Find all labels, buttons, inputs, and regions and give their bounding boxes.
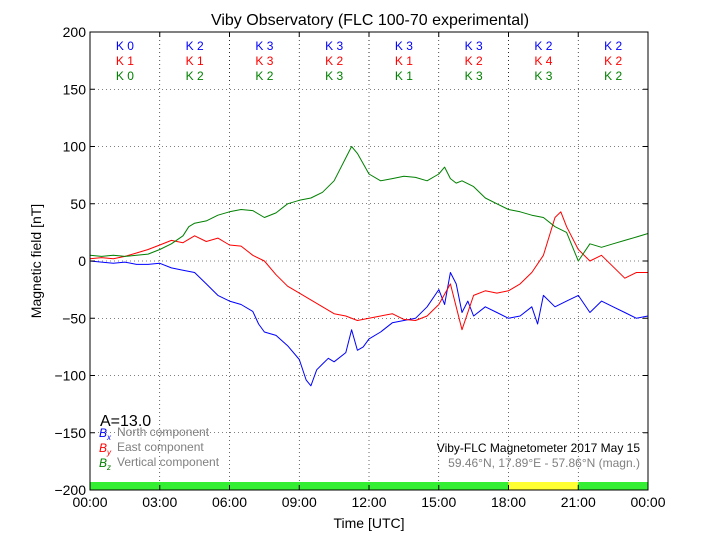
y-tick-label: −100: [54, 368, 86, 384]
series-line-vertical: [89, 146, 649, 262]
k-index-cell: K 2: [186, 69, 204, 83]
series-lines: [89, 146, 649, 387]
legend: Bx North component By East component Bz …: [99, 425, 220, 472]
k-index-cell: K 3: [255, 54, 273, 68]
k-index-cell: K 2: [325, 54, 343, 68]
x-tick-label: 21:00: [561, 494, 596, 510]
plot-frame: [89, 31, 649, 491]
k-index-cell: K 3: [325, 39, 343, 53]
x-tick-label: 18:00: [491, 494, 526, 510]
y-tick-label: −150: [54, 425, 86, 441]
k-index-cell: K 2: [604, 54, 622, 68]
k-index-cell: K 1: [116, 54, 134, 68]
y-axis-label: Magnetic field [nT]: [28, 204, 44, 318]
coordinates-label: 59.46°N, 17.89°E - 57.86°N (magn.): [448, 456, 640, 470]
series-line-east: [89, 211, 648, 331]
y-tick-label: 150: [63, 81, 87, 97]
legend-symbol-sub: y: [106, 448, 112, 457]
x-tick-label: 03:00: [142, 494, 177, 510]
status-segment-active: [508, 482, 579, 490]
x-tick-label: 12:00: [351, 494, 386, 510]
k-index-cell: K 1: [186, 54, 204, 68]
legend-symbol-north: Bx: [99, 426, 112, 442]
x-axis-label: Time [UTC]: [333, 515, 404, 531]
k-index-cell: K 3: [325, 69, 343, 83]
legend-symbol-main: B: [99, 456, 107, 470]
legend-entry-vertical: Bz Vertical component: [99, 455, 220, 472]
legend-symbol-sub: x: [106, 433, 112, 442]
k-index-cell: K 3: [465, 39, 483, 53]
x-tick-label: 06:00: [212, 494, 247, 510]
legend-label-north: North component: [117, 425, 210, 439]
k-index-cell: K 2: [186, 39, 204, 53]
legend-symbol-main: B: [99, 441, 107, 455]
k-index-cell: K 3: [395, 39, 413, 53]
y-tick-label: −50: [62, 310, 86, 326]
legend-symbol-vertical: Bz: [99, 456, 111, 472]
x-tick-label: 00:00: [630, 494, 665, 510]
y-tick-label: 50: [70, 196, 86, 212]
y-tick-label: −200: [54, 482, 86, 498]
legend-symbol-main: B: [99, 426, 107, 440]
y-tick-label: 0: [78, 253, 86, 269]
legend-entry-east: By East component: [99, 440, 204, 457]
legend-label-vertical: Vertical component: [117, 455, 220, 469]
status-segment-quiet: [578, 482, 648, 490]
legend-symbol-east: By: [99, 441, 112, 457]
k-index-cell: K 2: [534, 39, 552, 53]
x-tick-label: 15:00: [421, 494, 456, 510]
k-index-cell: K 0: [116, 69, 134, 83]
y-tick-label: 100: [63, 139, 87, 155]
series-line-north: [89, 260, 649, 387]
k-index-cell: K 3: [255, 39, 273, 53]
legend-entry-north: Bx North component: [99, 425, 210, 442]
grid-lines: [90, 32, 648, 490]
legend-symbol-sub: z: [106, 463, 111, 472]
x-tick-label: 09:00: [282, 494, 317, 510]
k-index-cell: K 0: [116, 39, 134, 53]
x-tick-label: 00:00: [72, 494, 107, 510]
k-index-cell: K 2: [465, 54, 483, 68]
instrument-label: Viby-FLC Magnetometer 2017 May 15: [437, 441, 641, 455]
a-index-label: A=13.0: [100, 413, 151, 430]
legend-label-east: East component: [117, 440, 204, 454]
k-index-cell: K 1: [395, 54, 413, 68]
k-index-cell: K 2: [604, 39, 622, 53]
chart-title: Viby Observatory (FLC 100-70 experimenta…: [211, 12, 529, 29]
k-index-cell: K 2: [604, 69, 622, 83]
y-tick-label: 200: [63, 24, 87, 40]
k-index-cell: K 3: [534, 69, 552, 83]
k-index-cell: K 1: [395, 69, 413, 83]
axis-ticks: 00:00 03:00 06:00 09:00 12:00 15:00 18:00 21:00…: [54, 24, 665, 510]
k-index-cell: K 3: [465, 69, 483, 83]
k-index-cell: K 4: [534, 54, 552, 68]
k-index-cell: K 2: [255, 69, 273, 83]
